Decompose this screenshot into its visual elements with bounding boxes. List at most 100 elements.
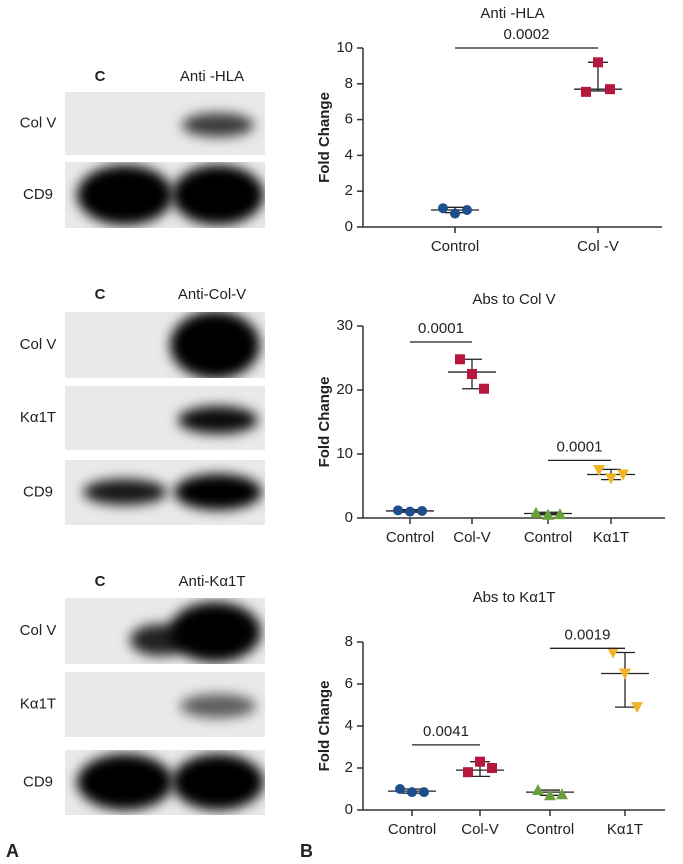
y-tick-label: 20 [336,381,353,398]
p-value: 0.0001 [418,320,464,337]
p-value: 0.0041 [423,723,469,740]
point [405,506,415,517]
point [395,784,405,794]
y-tick-label: 2 [345,182,353,199]
row-label: Kα1T [20,695,56,712]
blot-band [77,754,173,810]
y-tick-label: 4 [345,146,353,163]
point [407,787,417,798]
point [530,506,542,518]
blot-band [180,694,256,718]
blot-band [172,165,264,225]
y-tick-label: 0 [345,218,353,235]
x-tick-label: Control [388,821,436,838]
point [605,473,617,485]
y-tick-label: 0 [345,801,353,818]
x-tick-label: Col -V [577,238,619,255]
y-axis-label: Fold Change [316,92,333,183]
antibody-label: Anti-Col-V [178,286,246,303]
point [607,647,619,659]
point [617,469,629,481]
row-label: CD9 [23,483,53,500]
y-axis-label: Fold Change [316,377,333,468]
point [462,204,472,215]
antibody-label: Anti -HLA [180,68,244,85]
y-axis-label: Fold Change [316,681,333,772]
x-tick-label: Control [386,529,434,546]
y-tick-label: 4 [345,717,353,734]
point [556,788,568,800]
antibody-label: Anti-Kα1T [178,573,245,590]
point [544,789,556,801]
y-tick-label: 8 [345,75,353,92]
panel-label: B [300,841,313,861]
row-label: CD9 [23,773,53,790]
y-tick-label: 6 [345,111,353,128]
blot-strip [65,672,265,737]
point [455,354,465,365]
point [487,763,497,773]
point [475,756,485,767]
point [605,84,615,95]
point [463,767,473,778]
x-tick-label: Kα1T [593,529,629,546]
row-label: Kα1T [20,409,56,426]
blot-band [182,113,254,137]
lane-label: C [95,286,106,303]
chart-title: Anti -HLA [480,5,544,22]
point [581,86,591,97]
y-tick-label: 10 [336,445,353,462]
y-tick-label: 2 [345,759,353,776]
blot-band [83,479,167,505]
panel-label: A [6,841,19,861]
point [532,784,544,796]
point [479,383,489,394]
lane-label: C [95,68,106,85]
blot-strip [65,460,265,525]
point [631,702,643,714]
x-tick-label: Control [524,529,572,546]
point [593,465,605,476]
blot-strip [65,598,265,664]
blot-strip [65,386,265,450]
blot-band [77,165,173,225]
x-tick-label: Col-V [461,821,499,838]
y-tick-label: 0 [345,509,353,526]
p-value: 0.0001 [557,438,603,455]
chart-title: Abs to Col V [472,291,555,308]
y-tick-label: 30 [336,317,353,334]
p-value: 0.0019 [565,626,611,643]
row-label: CD9 [23,186,53,203]
y-tick-label: 6 [345,675,353,692]
row-label: Col V [20,622,57,639]
point [393,505,403,516]
x-tick-label: Col-V [453,529,491,546]
blot-strip [65,750,265,815]
point [554,508,566,520]
blot-strip [65,162,265,228]
blot-band [172,754,264,810]
y-tick-label: 10 [336,39,353,56]
row-label: Col V [20,336,57,353]
point [417,505,427,516]
x-tick-label: Kα1T [607,821,643,838]
blot-band [178,406,258,434]
point [593,57,603,68]
x-tick-label: Control [431,238,479,255]
point [542,508,554,520]
blot-band [169,602,261,662]
blot-strip [65,312,265,378]
point [619,668,631,680]
chart-title: Abs to Kα1T [473,589,556,606]
point [467,369,477,379]
blot-band [170,312,260,378]
blot-band [174,474,262,510]
point [419,787,429,798]
x-tick-label: Control [526,821,574,838]
row-label: Col V [20,114,57,131]
blot-strip [65,92,265,155]
lane-label: C [95,573,106,590]
p-value: 0.0002 [504,26,550,43]
point [438,203,448,214]
